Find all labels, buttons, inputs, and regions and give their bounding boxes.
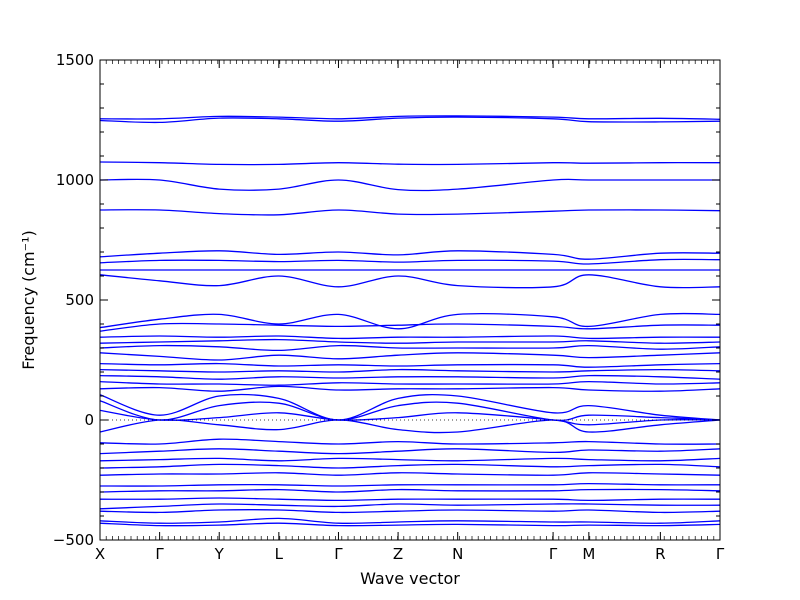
band-line-24 — [99, 419, 721, 434]
band-line-30 — [99, 482, 721, 487]
band-line-31 — [99, 488, 721, 493]
band-line-35 — [99, 517, 721, 524]
band-line-23 — [99, 409, 721, 426]
band-line-11 — [99, 322, 721, 332]
band-line-29 — [99, 472, 721, 476]
band-line-20 — [99, 385, 721, 392]
y-tick-label: 500 — [65, 291, 94, 309]
band-line-3 — [99, 161, 721, 166]
band-line-19 — [99, 380, 721, 386]
band-line-32 — [99, 497, 721, 502]
plot-frame — [99, 59, 721, 541]
band-line-27 — [99, 457, 721, 462]
x-tick-label: Γ — [716, 545, 725, 563]
y-tick-label: −500 — [53, 531, 94, 549]
x-tick-label: R — [655, 545, 665, 563]
minor-ticks — [99, 60, 715, 540]
band-line-14 — [99, 344, 721, 352]
band-line-15 — [99, 352, 721, 361]
y-tick-label: 1500 — [56, 51, 94, 69]
band-line-28 — [99, 463, 721, 469]
band-line-34 — [99, 509, 721, 514]
band-line-25 — [99, 438, 721, 445]
band-line-9 — [99, 274, 721, 289]
x-axis-label: Wave vector — [360, 569, 460, 588]
band-line-17 — [99, 368, 721, 373]
band-lines — [99, 115, 721, 527]
x-tick-label: Z — [393, 545, 403, 563]
band-line-1 — [99, 115, 721, 120]
x-tick-label: X — [95, 545, 105, 563]
x-tick-label: Γ — [334, 545, 343, 563]
y-tick-label: 0 — [84, 411, 94, 429]
band-line-5 — [99, 209, 721, 216]
band-line-12 — [99, 335, 721, 340]
x-tick-label: N — [452, 545, 463, 563]
band-line-7 — [99, 258, 721, 265]
x-tick-label: Γ — [549, 545, 558, 563]
x-tick-label: L — [275, 545, 284, 563]
band-line-22 — [99, 400, 721, 422]
band-line-6 — [99, 250, 721, 260]
y-axis-ticks: −500 0 500 1000 1500 — [53, 51, 720, 549]
band-line-36 — [99, 522, 721, 527]
y-tick-label: 1000 — [56, 171, 94, 189]
band-line-21 — [99, 393, 721, 421]
x-tick-label: M — [582, 545, 595, 563]
y-axis-label: Frequency (cm⁻¹) — [19, 230, 38, 369]
band-line-33 — [99, 503, 721, 510]
band-line-4 — [99, 178, 720, 192]
x-tick-label: Y — [214, 545, 225, 563]
band-line-26 — [99, 448, 721, 455]
band-line-13 — [99, 338, 721, 344]
band-line-2 — [99, 116, 721, 124]
x-tick-label: Γ — [155, 545, 164, 563]
band-line-16 — [99, 362, 721, 368]
band-line-18 — [99, 374, 721, 380]
band-line-10 — [99, 312, 721, 330]
